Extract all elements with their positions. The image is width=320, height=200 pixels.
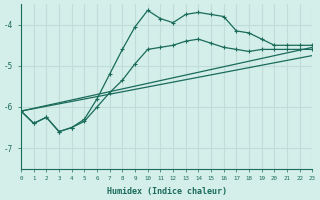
X-axis label: Humidex (Indice chaleur): Humidex (Indice chaleur) xyxy=(107,187,227,196)
